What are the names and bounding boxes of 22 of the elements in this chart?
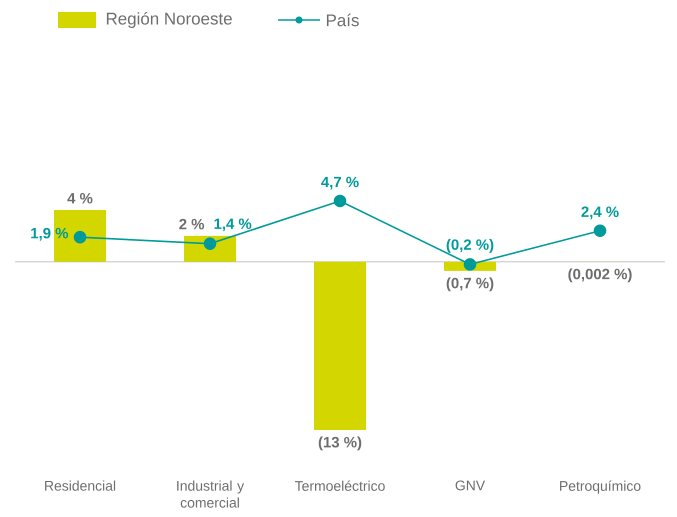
point [204,237,216,250]
x-tick-label: Petroquímico [560,480,641,494]
data-label: 2 % [179,218,204,230]
x-tick-label: GNV [456,480,486,490]
point [74,230,86,244]
data-label: 4 % [67,193,92,204]
legend-label: Región Noroeste [106,12,232,28]
x-tick-label: Industrial y comercial [177,480,244,508]
data-label: 4,7 % [321,176,359,190]
data-label: (0,002 %) [568,268,632,282]
point [334,194,346,208]
data-label: (13 %) [318,436,362,450]
data-label: 2,4 % [581,206,619,220]
data-label: (0,2 %) [446,238,494,253]
point [464,258,476,271]
x-tick-label: Termoeléctrico [294,480,385,491]
point [594,224,606,238]
x-tick-label: Residencial [45,480,116,491]
data-label: 1,4 % [214,218,252,232]
data-label: 1,9 % [31,228,68,241]
data-label: (0,7 %) [446,277,494,292]
legend-label: País [326,14,359,26]
